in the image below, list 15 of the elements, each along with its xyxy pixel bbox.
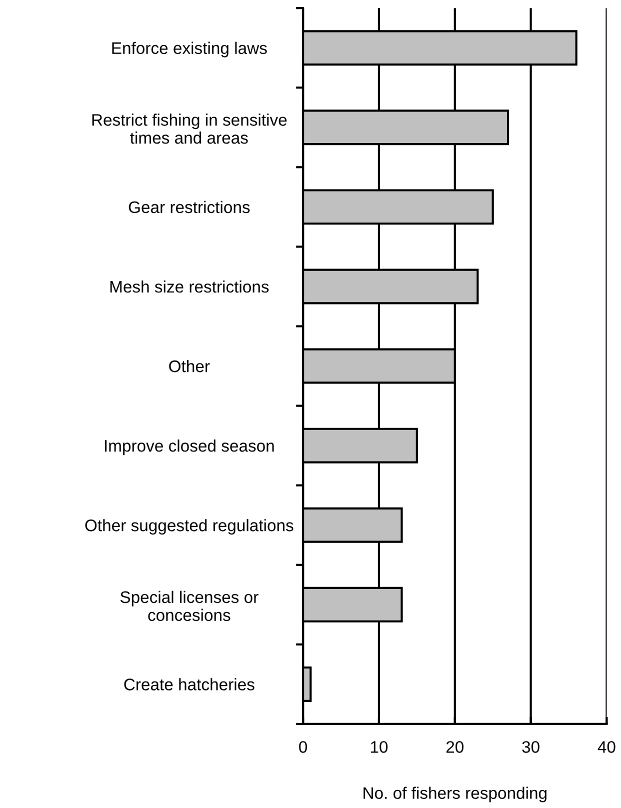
y-tick-label: Improve closed season — [105, 440, 274, 456]
y-tick-label: Mesh size restrictions — [110, 280, 269, 293]
x-tick-label: 0 — [299, 741, 308, 753]
y-tick-label: Gear restrictions — [128, 200, 250, 214]
y-tick-label: Special licenses or concesions — [120, 590, 258, 622]
y-tick-label: Restrict fishing in sensitive times and areas — [92, 114, 287, 144]
y-tick-label: Create hatcheries — [124, 678, 254, 690]
x-axis-title: No. of fishers responding — [364, 786, 546, 802]
x-tick-label: 20 — [446, 741, 464, 753]
y-tick-label: Other — [169, 360, 210, 372]
x-tick-label: 10 — [370, 741, 388, 753]
x-tick-label: 30 — [522, 741, 540, 753]
y-tick-label: Enforce existing laws — [112, 42, 267, 58]
y-tick-label: Other suggested regulations — [85, 519, 294, 535]
x-tick-label: 40 — [598, 741, 616, 753]
